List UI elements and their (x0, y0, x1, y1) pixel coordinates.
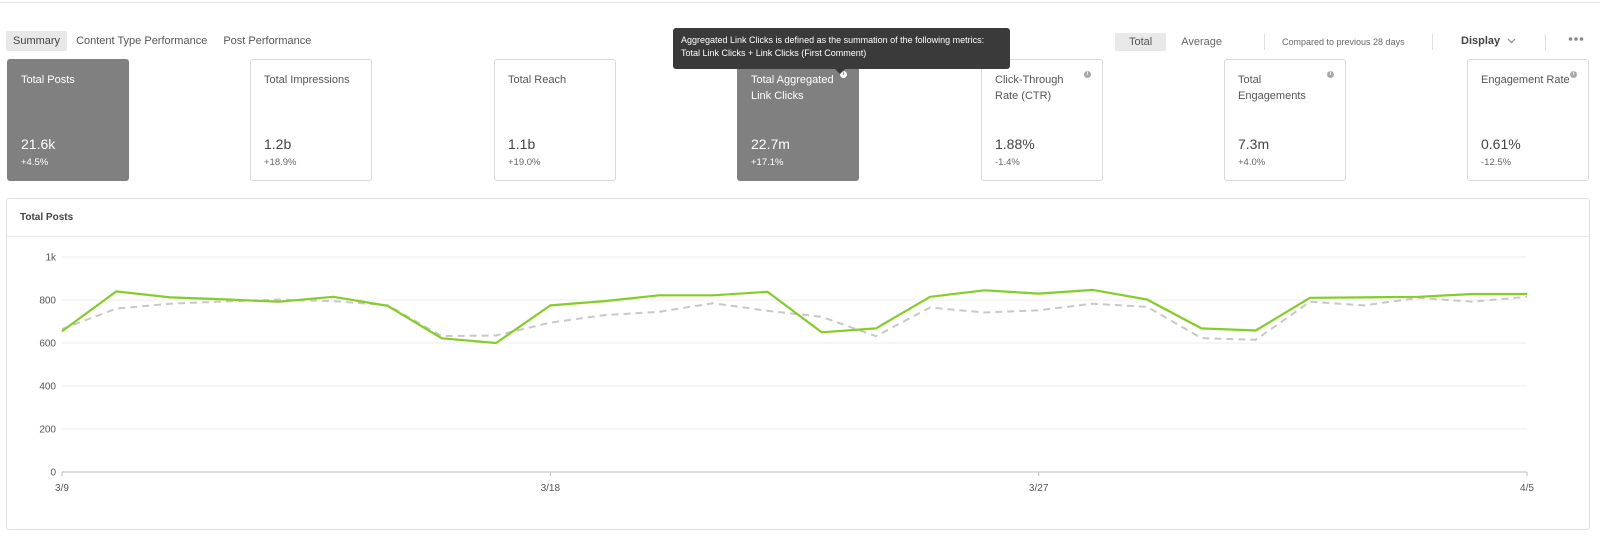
more-options-icon[interactable] (1568, 36, 1584, 42)
card-change: +19.0% (508, 157, 541, 168)
card-change: -12.5% (1481, 157, 1512, 168)
x-tick-label: 3/9 (55, 483, 69, 494)
tab-post-performance[interactable]: Post Performance (223, 35, 312, 47)
card-label: Total Aggregated Link Clicks (751, 74, 834, 102)
card-total-engagements[interactable]: Total Engagements i 7.3m +4.0% (1224, 59, 1346, 181)
card-label: Engagement Rate (1481, 74, 1570, 86)
tooltip-line-2: Total Link Clicks + Link Clicks (First C… (681, 48, 867, 58)
y-tick-label: 0 (50, 468, 56, 479)
tooltip-line-1: Aggregated Link Clicks is defined as the… (681, 35, 985, 45)
tab-summary[interactable]: Summary (6, 31, 68, 51)
card-value: 1.2b (264, 136, 292, 152)
tab-content-type-performance[interactable]: Content Type Performance (76, 35, 208, 47)
card-engagement-rate[interactable]: Engagement Rate i 0.61% -12.5% (1467, 59, 1589, 181)
card-value: 21.6k (21, 136, 56, 152)
display-dropdown-label: Display (1461, 35, 1501, 47)
controls-divider (1264, 34, 1265, 50)
card-total-impressions[interactable]: Total Impressions 1.2b +18.9% (250, 59, 372, 181)
card-label: Total Reach (508, 74, 567, 86)
card-change: +18.9% (264, 157, 297, 168)
top-divider (0, 2, 1600, 3)
y-tick-label: 200 (39, 425, 56, 436)
average-toggle-button[interactable]: Average (1181, 36, 1223, 48)
total-toggle-button[interactable]: Total (1115, 33, 1167, 51)
card-total-posts[interactable]: Total Posts 21.6k +4.5% (7, 59, 129, 181)
link-clicks-tooltip: Aggregated Link Clicks is defined as the… (673, 28, 1010, 74)
current-period-series-line (61, 288, 1527, 345)
info-icon[interactable]: i (840, 71, 847, 78)
info-icon[interactable]: i (1327, 71, 1334, 78)
card-label: Total Posts (21, 74, 75, 86)
x-tick-label: 3/18 (541, 483, 561, 494)
y-tick-label: 600 (39, 339, 56, 350)
card-value: 1.88% (995, 136, 1035, 152)
info-icon[interactable]: i (1084, 71, 1091, 78)
x-tick-label: 4/5 (1520, 483, 1534, 494)
card-label: Total Impressions (264, 74, 350, 86)
display-dropdown[interactable]: Display (1461, 35, 1516, 47)
total-average-toggle: Total Average (1115, 33, 1236, 51)
controls-divider (1432, 34, 1433, 50)
card-change: +4.0% (1238, 157, 1266, 168)
line-chart[interactable]: 0 200 400 600 800 1k 3/9 3/18 3/27 4/5 (7, 199, 1591, 531)
card-value: 1.1b (508, 136, 536, 152)
y-tick-label: 400 (39, 382, 56, 393)
card-total-reach[interactable]: Total Reach 1.1b +19.0% (494, 59, 616, 181)
card-change: -1.4% (995, 157, 1020, 168)
chart-title: Total Posts (20, 212, 74, 223)
card-change: +4.5% (21, 157, 49, 168)
info-icon[interactable]: i (1570, 71, 1577, 78)
card-value: 22.7m (751, 136, 790, 152)
chart-header-divider (7, 236, 1589, 237)
card-value: 7.3m (1238, 136, 1270, 152)
card-total-aggregated-link-clicks[interactable]: Total Aggregated Link Clicks i 22.7m +17… (737, 59, 859, 181)
previous-period-series-line (61, 295, 1528, 341)
card-value: 0.61% (1481, 136, 1521, 152)
y-tick-label: 1k (45, 253, 57, 264)
card-click-through-rate[interactable]: Click-Through Rate (CTR) i 1.88% -1.4% (981, 59, 1103, 181)
chart-panel: Total Posts 0 200 400 600 800 1k 3/9 3/18 3/27 4/… (6, 198, 1590, 530)
y-tick-label: 800 (39, 296, 56, 307)
card-label: Click-Through Rate (CTR) (995, 74, 1064, 102)
controls-divider (1545, 34, 1546, 50)
card-change: +17.1% (751, 157, 784, 168)
tooltip-arrow (835, 69, 845, 74)
card-label: Total Engagements (1238, 74, 1306, 102)
chevron-down-icon (1507, 38, 1516, 44)
view-tabs: Summary Content Type Performance Post Pe… (6, 31, 320, 51)
x-tick-label: 3/27 (1029, 483, 1049, 494)
comparison-period-label: Compared to previous 28 days (1282, 37, 1405, 47)
